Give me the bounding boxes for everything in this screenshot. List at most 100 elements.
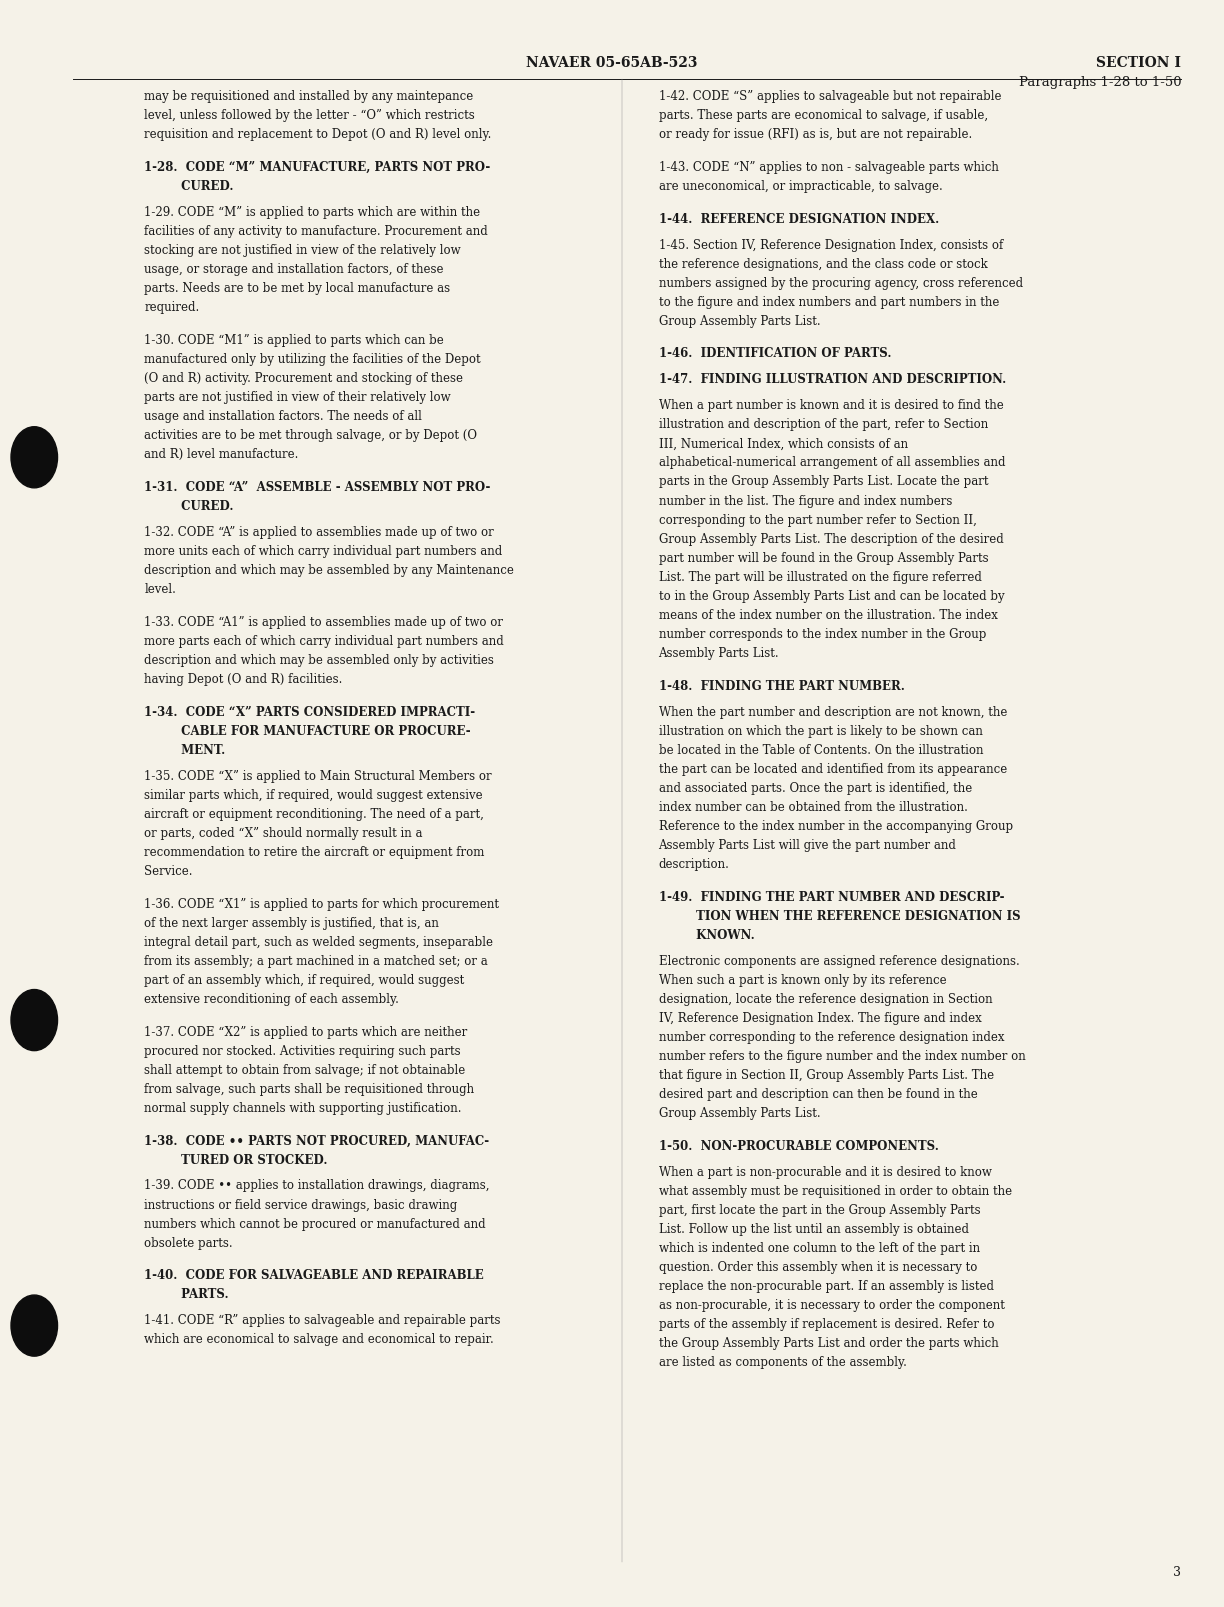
Text: Group Assembly Parts List. The description of the desired: Group Assembly Parts List. The descripti… bbox=[659, 532, 1004, 545]
Text: SECTION I: SECTION I bbox=[1097, 56, 1181, 71]
Text: integral detail part, such as welded segments, inseparable: integral detail part, such as welded seg… bbox=[144, 935, 493, 948]
Text: the part can be located and identified from its appearance: the part can be located and identified f… bbox=[659, 762, 1007, 775]
Text: from salvage, such parts shall be requisitioned through: from salvage, such parts shall be requis… bbox=[144, 1082, 475, 1094]
Text: 1-39. CODE •• applies to installation drawings, diagrams,: 1-39. CODE •• applies to installation dr… bbox=[144, 1180, 490, 1192]
Text: CURED.: CURED. bbox=[144, 500, 234, 513]
Text: List. The part will be illustrated on the figure referred: List. The part will be illustrated on th… bbox=[659, 570, 982, 583]
Text: number corresponding to the reference designation index: number corresponding to the reference de… bbox=[659, 1030, 1004, 1043]
Text: IV, Reference Designation Index. The figure and index: IV, Reference Designation Index. The fig… bbox=[659, 1011, 982, 1024]
Text: List. Follow up the list until an assembly is obtained: List. Follow up the list until an assemb… bbox=[659, 1223, 968, 1236]
Text: 1-42. CODE “S” applies to salvageable but not repairable: 1-42. CODE “S” applies to salvageable bu… bbox=[659, 90, 1001, 103]
Text: normal supply channels with supporting justification.: normal supply channels with supporting j… bbox=[144, 1101, 461, 1114]
Text: extensive reconditioning of each assembly.: extensive reconditioning of each assembl… bbox=[144, 992, 399, 1006]
Text: to in the Group Assembly Parts List and can be located by: to in the Group Assembly Parts List and … bbox=[659, 590, 1004, 603]
Text: having Depot (O and R) facilities.: having Depot (O and R) facilities. bbox=[144, 672, 343, 686]
Text: numbers which cannot be procured or manufactured and: numbers which cannot be procured or manu… bbox=[144, 1216, 486, 1229]
Text: 1-37. CODE “X2” is applied to parts which are neither: 1-37. CODE “X2” is applied to parts whic… bbox=[144, 1025, 468, 1038]
Text: PARTS.: PARTS. bbox=[144, 1287, 229, 1300]
Text: the reference designations, and the class code or stock: the reference designations, and the clas… bbox=[659, 257, 988, 270]
Text: When such a part is known only by its reference: When such a part is known only by its re… bbox=[659, 974, 946, 987]
Text: 1-36. CODE “X1” is applied to parts for which procurement: 1-36. CODE “X1” is applied to parts for … bbox=[144, 897, 499, 910]
Circle shape bbox=[11, 1295, 58, 1356]
Text: CABLE FOR MANUFACTURE OR PROCURE-: CABLE FOR MANUFACTURE OR PROCURE- bbox=[144, 725, 471, 738]
Text: as non-procurable, it is necessary to order the component: as non-procurable, it is necessary to or… bbox=[659, 1298, 1005, 1311]
Text: obsolete parts.: obsolete parts. bbox=[144, 1236, 233, 1249]
Text: 1-45. Section IV, Reference Designation Index, consists of: 1-45. Section IV, Reference Designation … bbox=[659, 238, 1002, 251]
Text: description.: description. bbox=[659, 858, 730, 871]
Text: aircraft or equipment reconditioning. The need of a part,: aircraft or equipment reconditioning. Th… bbox=[144, 807, 485, 820]
Text: KNOWN.: KNOWN. bbox=[659, 929, 754, 942]
Text: parts of the assembly if replacement is desired. Refer to: parts of the assembly if replacement is … bbox=[659, 1318, 994, 1331]
Text: designation, locate the reference designation in Section: designation, locate the reference design… bbox=[659, 992, 993, 1006]
Text: number refers to the figure number and the index number on: number refers to the figure number and t… bbox=[659, 1049, 1026, 1062]
Text: usage and installation factors. The needs of all: usage and installation factors. The need… bbox=[144, 410, 422, 423]
Text: When a part number is known and it is desired to find the: When a part number is known and it is de… bbox=[659, 399, 1004, 411]
Text: desired part and description can then be found in the: desired part and description can then be… bbox=[659, 1088, 977, 1101]
Text: level, unless followed by the letter - “O” which restricts: level, unless followed by the letter - “… bbox=[144, 109, 475, 122]
Text: more parts each of which carry individual part numbers and: more parts each of which carry individua… bbox=[144, 635, 504, 648]
Text: corresponding to the part number refer to Section II,: corresponding to the part number refer t… bbox=[659, 513, 977, 525]
Text: 1-32. CODE “A” is applied to assemblies made up of two or: 1-32. CODE “A” is applied to assemblies … bbox=[144, 525, 494, 538]
Text: MENT.: MENT. bbox=[144, 744, 225, 757]
Text: Assembly Parts List will give the part number and: Assembly Parts List will give the part n… bbox=[659, 839, 956, 852]
Text: illustration on which the part is likely to be shown can: illustration on which the part is likely… bbox=[659, 725, 983, 738]
Text: required.: required. bbox=[144, 301, 200, 313]
Text: Service.: Service. bbox=[144, 865, 193, 877]
Text: what assembly must be requisitioned in order to obtain the: what assembly must be requisitioned in o… bbox=[659, 1184, 1012, 1197]
Text: 1-38.  CODE •• PARTS NOT PROCURED, MANUFAC-: 1-38. CODE •• PARTS NOT PROCURED, MANUFA… bbox=[144, 1135, 490, 1147]
Text: recommendation to retire the aircraft or equipment from: recommendation to retire the aircraft or… bbox=[144, 845, 485, 858]
Text: from its assembly; a part machined in a matched set; or a: from its assembly; a part machined in a … bbox=[144, 955, 488, 967]
Text: Group Assembly Parts List.: Group Assembly Parts List. bbox=[659, 1107, 820, 1120]
Text: 1-40.  CODE FOR SALVAGEABLE AND REPAIRABLE: 1-40. CODE FOR SALVAGEABLE AND REPAIRABL… bbox=[144, 1268, 485, 1281]
Text: the Group Assembly Parts List and order the parts which: the Group Assembly Parts List and order … bbox=[659, 1337, 999, 1350]
Text: illustration and description of the part, refer to Section: illustration and description of the part… bbox=[659, 418, 988, 431]
Text: part of an assembly which, if required, would suggest: part of an assembly which, if required, … bbox=[144, 974, 465, 987]
Text: TION WHEN THE REFERENCE DESIGNATION IS: TION WHEN THE REFERENCE DESIGNATION IS bbox=[659, 910, 1020, 922]
Text: Paragraphs 1-28 to 1-50: Paragraphs 1-28 to 1-50 bbox=[1018, 76, 1181, 88]
Text: Electronic components are assigned reference designations.: Electronic components are assigned refer… bbox=[659, 955, 1020, 967]
Text: or ready for issue (RFI) as is, but are not repairable.: or ready for issue (RFI) as is, but are … bbox=[659, 129, 972, 141]
Text: parts in the Group Assembly Parts List. Locate the part: parts in the Group Assembly Parts List. … bbox=[659, 476, 988, 489]
Text: of the next larger assembly is justified, that is, an: of the next larger assembly is justified… bbox=[144, 916, 439, 929]
Text: description and which may be assembled only by activities: description and which may be assembled o… bbox=[144, 654, 494, 667]
Text: 1-35. CODE “X” is applied to Main Structural Members or: 1-35. CODE “X” is applied to Main Struct… bbox=[144, 770, 492, 783]
Text: stocking are not justified in view of the relatively low: stocking are not justified in view of th… bbox=[144, 244, 461, 257]
Text: 1-28.  CODE “M” MANUFACTURE, PARTS NOT PRO-: 1-28. CODE “M” MANUFACTURE, PARTS NOT PR… bbox=[144, 161, 491, 174]
Text: and associated parts. Once the part is identified, the: and associated parts. Once the part is i… bbox=[659, 781, 972, 794]
Text: requisition and replacement to Depot (O and R) level only.: requisition and replacement to Depot (O … bbox=[144, 129, 492, 141]
Text: facilities of any activity to manufacture. Procurement and: facilities of any activity to manufactur… bbox=[144, 225, 488, 238]
Text: to the figure and index numbers and part numbers in the: to the figure and index numbers and part… bbox=[659, 296, 999, 309]
Text: Reference to the index number in the accompanying Group: Reference to the index number in the acc… bbox=[659, 820, 1012, 832]
Text: are uneconomical, or impracticable, to salvage.: are uneconomical, or impracticable, to s… bbox=[659, 180, 942, 193]
Text: 1-43. CODE “N” applies to non - salvageable parts which: 1-43. CODE “N” applies to non - salvagea… bbox=[659, 161, 999, 174]
Text: parts are not justified in view of their relatively low: parts are not justified in view of their… bbox=[144, 391, 452, 403]
Text: numbers assigned by the procuring agency, cross referenced: numbers assigned by the procuring agency… bbox=[659, 276, 1022, 289]
Text: 1-47.  FINDING ILLUSTRATION AND DESCRIPTION.: 1-47. FINDING ILLUSTRATION AND DESCRIPTI… bbox=[659, 373, 1006, 386]
Text: which are economical to salvage and economical to repair.: which are economical to salvage and econ… bbox=[144, 1332, 494, 1345]
Text: are listed as components of the assembly.: are listed as components of the assembly… bbox=[659, 1356, 907, 1369]
Text: instructions or field service drawings, basic drawing: instructions or field service drawings, … bbox=[144, 1197, 458, 1210]
Text: index number can be obtained from the illustration.: index number can be obtained from the il… bbox=[659, 800, 967, 813]
Text: 1-50.  NON-PROCURABLE COMPONENTS.: 1-50. NON-PROCURABLE COMPONENTS. bbox=[659, 1139, 939, 1152]
Text: similar parts which, if required, would suggest extensive: similar parts which, if required, would … bbox=[144, 787, 483, 802]
Text: 1-34.  CODE “X” PARTS CONSIDERED IMPRACTI-: 1-34. CODE “X” PARTS CONSIDERED IMPRACTI… bbox=[144, 705, 476, 718]
Circle shape bbox=[11, 990, 58, 1051]
Text: level.: level. bbox=[144, 583, 176, 596]
Text: more units each of which carry individual part numbers and: more units each of which carry individua… bbox=[144, 545, 503, 558]
Text: which is indented one column to the left of the part in: which is indented one column to the left… bbox=[659, 1241, 979, 1253]
Text: manufactured only by utilizing the facilities of the Depot: manufactured only by utilizing the facil… bbox=[144, 352, 481, 366]
Text: replace the non-procurable part. If an assembly is listed: replace the non-procurable part. If an a… bbox=[659, 1279, 994, 1292]
Text: may be requisitioned and installed by any maintepance: may be requisitioned and installed by an… bbox=[144, 90, 474, 103]
Text: part, first locate the part in the Group Assembly Parts: part, first locate the part in the Group… bbox=[659, 1204, 980, 1216]
Text: or parts, coded “X” should normally result in a: or parts, coded “X” should normally resu… bbox=[144, 826, 424, 839]
Text: usage, or storage and installation factors, of these: usage, or storage and installation facto… bbox=[144, 264, 444, 276]
Text: that figure in Section II, Group Assembly Parts List. The: that figure in Section II, Group Assembl… bbox=[659, 1069, 994, 1082]
Text: description and which may be assembled by any Maintenance: description and which may be assembled b… bbox=[144, 564, 514, 577]
Text: When a part is non-procurable and it is desired to know: When a part is non-procurable and it is … bbox=[659, 1165, 991, 1178]
Text: activities are to be met through salvage, or by Depot (O: activities are to be met through salvage… bbox=[144, 429, 477, 442]
Text: part number will be found in the Group Assembly Parts: part number will be found in the Group A… bbox=[659, 551, 988, 564]
Circle shape bbox=[11, 427, 58, 489]
Text: NAVAER 05-65AB-523: NAVAER 05-65AB-523 bbox=[526, 56, 698, 71]
Text: parts. These parts are economical to salvage, if usable,: parts. These parts are economical to sal… bbox=[659, 109, 988, 122]
Text: number corresponds to the index number in the Group: number corresponds to the index number i… bbox=[659, 628, 985, 641]
